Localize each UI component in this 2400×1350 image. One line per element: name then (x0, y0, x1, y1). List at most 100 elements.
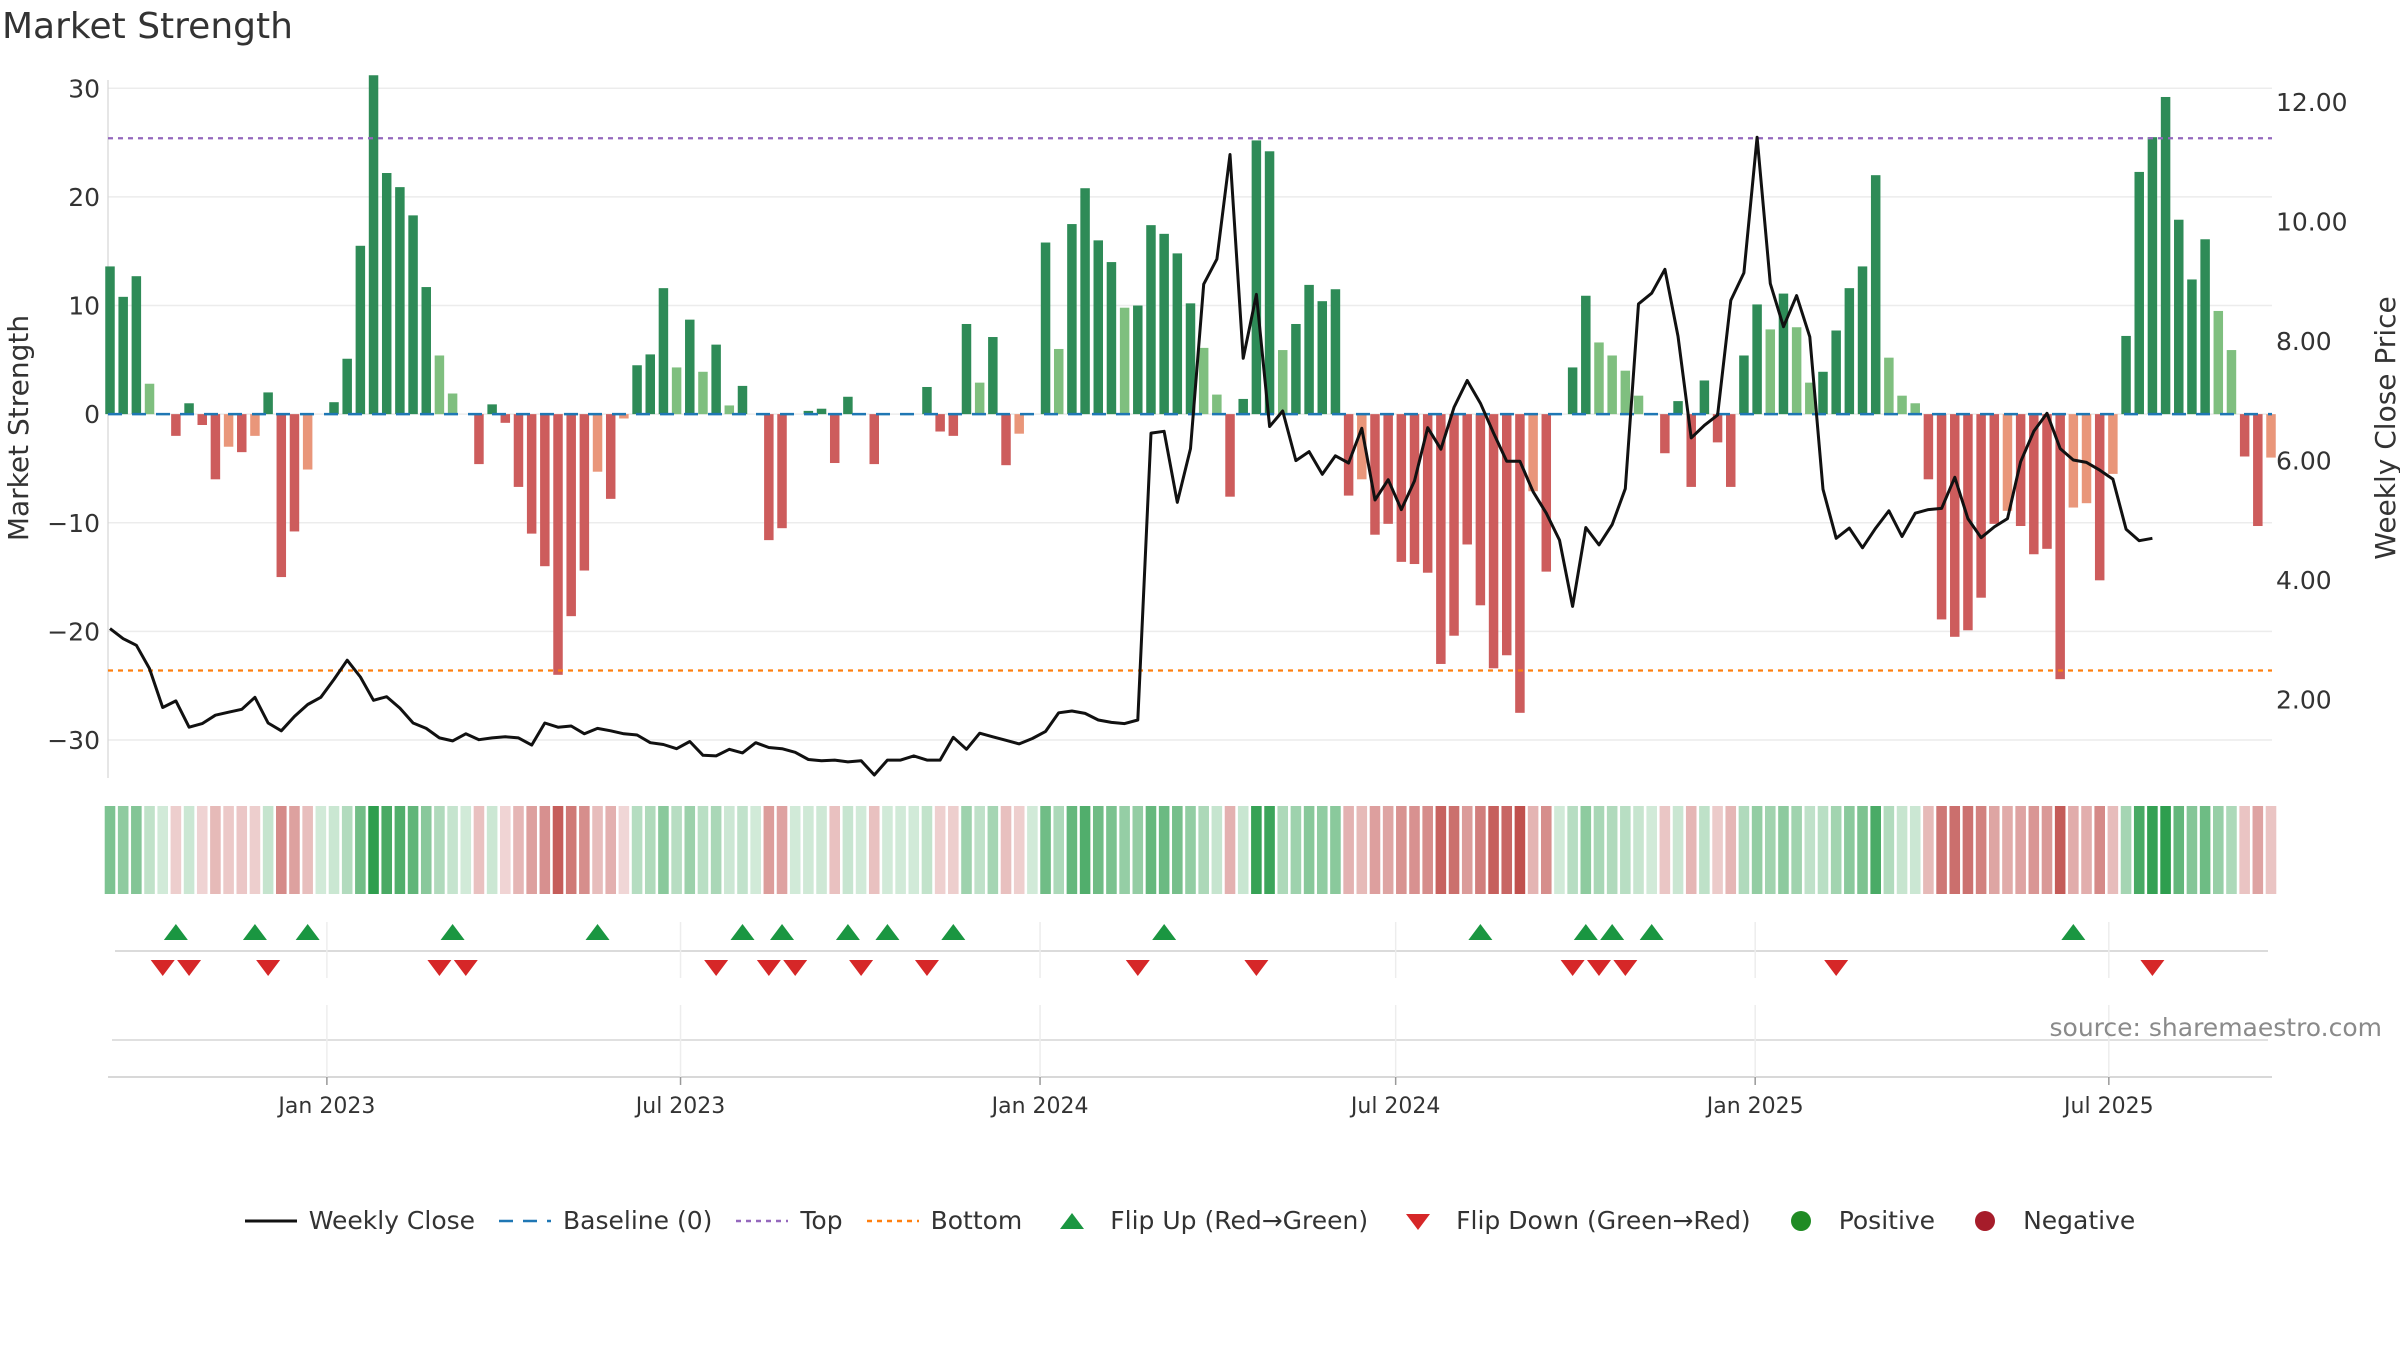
flip-down-marker (256, 960, 281, 976)
strip-cell (1844, 806, 1855, 894)
strength-bar (1422, 414, 1433, 573)
strip-cell (592, 806, 603, 894)
strength-bar (1673, 401, 1683, 415)
strip-cell (908, 806, 920, 894)
strength-bar (1857, 266, 1868, 415)
strip-cell (1185, 806, 1196, 894)
strength-bar (1778, 293, 1789, 415)
strip-cell (460, 806, 472, 894)
flip-up-marker (295, 924, 320, 940)
strength-bar (1462, 414, 1472, 545)
strength-bar (1897, 395, 1907, 415)
strip-cell (1448, 806, 1460, 894)
strip-cell (1949, 806, 1961, 894)
strip-cell (882, 806, 893, 894)
strip-cell (934, 806, 946, 894)
strength-bar (1765, 329, 1776, 415)
strip-cell (1277, 806, 1289, 894)
strip-cell (249, 806, 261, 894)
strip-cell (276, 806, 287, 894)
flip-up-marker (440, 924, 465, 940)
strength-bar (1726, 414, 1736, 487)
strip-cell (1158, 806, 1170, 894)
strip-cell (1132, 806, 1144, 894)
strip-cell (196, 806, 208, 894)
strip-cell (1488, 806, 1499, 894)
strip-cell (2199, 806, 2211, 894)
strip-cell (829, 806, 841, 894)
strip-cell (302, 806, 313, 894)
strength-bar (724, 405, 735, 415)
strip-cell (1066, 806, 1078, 894)
strength-bar (1212, 394, 1222, 415)
strip-cell (1000, 806, 1012, 894)
flip-down-marker (704, 960, 729, 976)
strip-cell (157, 806, 168, 894)
strip-cell (407, 806, 419, 894)
strength-bar (250, 414, 260, 436)
strip-cell (2173, 806, 2185, 894)
strength-bar (1396, 414, 1407, 562)
strip-cell (961, 806, 972, 894)
strip-cell (579, 806, 590, 894)
strength-bar (1330, 289, 1341, 415)
source-credit: source: sharemaestro.com (2049, 1013, 2383, 1042)
strip-cell (1817, 806, 1829, 894)
strip-cell (500, 806, 511, 894)
strip-cell (2133, 806, 2145, 894)
strength-bar (1159, 233, 1169, 415)
strength-bar (922, 386, 932, 415)
strip-cell (2041, 806, 2053, 894)
strength-bar (632, 365, 642, 415)
flip-down-marker (150, 960, 175, 976)
strength-bar (1146, 225, 1156, 415)
legend-label: Baseline (0) (563, 1206, 713, 1235)
strength-bar (1040, 242, 1051, 415)
strip-cell (631, 806, 643, 894)
strength-bar (1581, 295, 1591, 415)
strength-bar (1950, 414, 1960, 637)
flip-up-marker (730, 924, 755, 940)
strip-cell (1251, 806, 1262, 894)
x-axis: Jan 2023 Jul 2023 Jan 2024 Jul 2024 Jan 2025… (108, 922, 2272, 1119)
strip-cell (750, 806, 761, 894)
flip-up-marker (941, 924, 966, 940)
flip-up-marker (585, 924, 610, 940)
strength-bar (2226, 350, 2237, 415)
legend-item-flipUp: Flip Up (Red→Green) (1044, 1206, 1368, 1235)
strength-bar (1686, 414, 1696, 487)
strength-bar (289, 414, 300, 532)
strip-cell (1778, 806, 1789, 894)
strip-cell (1896, 806, 1908, 894)
strength-bar (1831, 330, 1841, 415)
strip-cell (605, 806, 617, 894)
strength-bar (1805, 382, 1815, 415)
strip-cell (473, 806, 485, 894)
legend-item-negative: Negative (1957, 1206, 2135, 1235)
legend-label: Top (800, 1206, 843, 1235)
strip-cell (974, 806, 985, 894)
strength-bar (2200, 239, 2210, 415)
strength-bar (553, 414, 563, 675)
weekly-close-series (109, 135, 2153, 777)
y-tick-label: −30 (47, 726, 100, 755)
strength-bar (566, 414, 576, 617)
strip-cell (2015, 806, 2026, 894)
strip-cell (2252, 806, 2264, 894)
x-tick-label: Jul 2023 (634, 1094, 726, 1119)
strength-bar (1304, 284, 1314, 415)
strip-cell (1725, 806, 1737, 894)
legend-item-positive: Positive (1773, 1206, 1935, 1235)
strength-bar (592, 414, 603, 472)
strip-cell (104, 806, 116, 894)
strip-cell (1303, 806, 1315, 894)
legend-label: Negative (2023, 1206, 2136, 1235)
strip-cell (2186, 806, 2198, 894)
strength-bar (2174, 219, 2184, 415)
flip-down-marker (1824, 960, 1849, 976)
strength-bar (2094, 414, 2105, 581)
strength-bar (1053, 348, 1064, 415)
strength-bar (988, 337, 998, 415)
strength-bar (2160, 96, 2171, 415)
strength-bar (2029, 414, 2039, 555)
